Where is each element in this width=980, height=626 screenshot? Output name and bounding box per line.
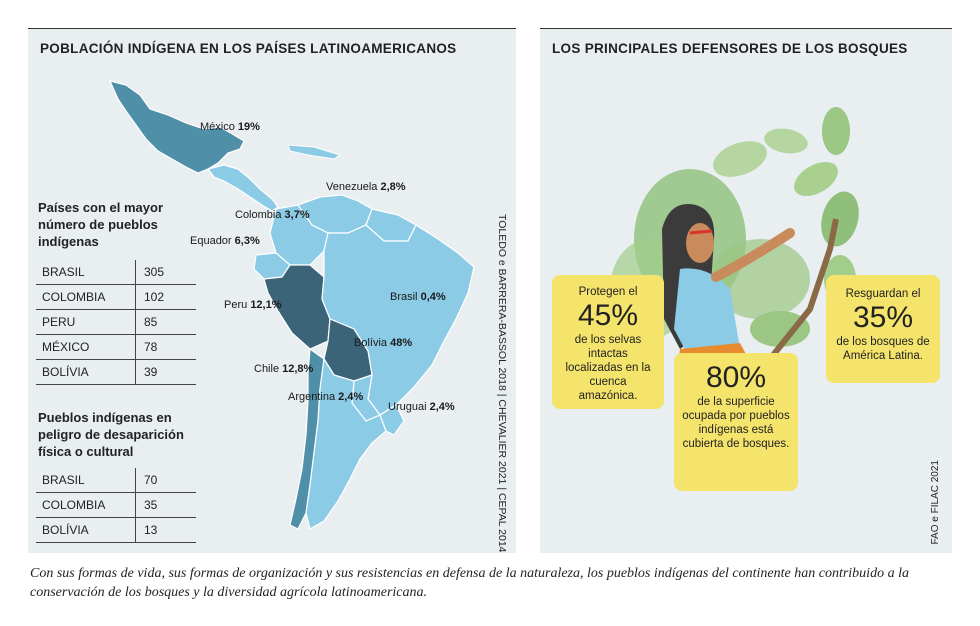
- map-label-bolivia: Bolívia 48%: [354, 337, 413, 349]
- table-cell-value: 35: [135, 492, 196, 518]
- map-label-chile: Chile 12,8%: [254, 363, 314, 375]
- forest-stat-35: Resguardan el 35% de los bosques de Amér…: [826, 275, 940, 383]
- map-label-colombia: Colombia 3,7%: [235, 209, 310, 221]
- table1-title: Países con el mayor número de pueblos in…: [38, 200, 164, 249]
- forest-stat-80: 80% de la superficie ocupada por pueblos…: [674, 353, 798, 491]
- table-cell-name: BOLÍVIA: [36, 517, 136, 543]
- map-label-ecuador: Equador 6,3%: [190, 235, 260, 247]
- table-row: COLOMBIA 102: [36, 284, 196, 310]
- table-row: BRASIL 70: [36, 468, 196, 493]
- stat-post-text: de los selvas intactas localizadas en la…: [565, 334, 651, 402]
- map-label-venezuela: Venezuela 2,8%: [326, 181, 406, 193]
- table-row: BOLÍVIA 13: [36, 517, 196, 543]
- map-label-peru: Peru 12,1%: [224, 299, 282, 311]
- map-caribbean: [287, 144, 342, 160]
- table-row: MÉXICO 78: [36, 334, 196, 360]
- map-label-uruguay: Uruguai 2,4%: [388, 401, 455, 413]
- latin-america-map: [108, 80, 475, 530]
- table-cell-name: PERU: [36, 309, 136, 335]
- table-cell-name: COLOMBIA: [36, 284, 136, 310]
- table-cell-value: 39: [135, 359, 196, 385]
- table-row: BOLÍVIA 39: [36, 359, 196, 385]
- table-cell-name: BRASIL: [36, 468, 136, 493]
- stat-post-text: de la superficie ocupada por pueblos ind…: [682, 396, 790, 450]
- table-cell-value: 13: [135, 517, 196, 543]
- map-colombia: [269, 204, 329, 266]
- table-cell-name: COLOMBIA: [36, 492, 136, 518]
- map-label-brazil: Brasil 0,4%: [390, 291, 446, 303]
- table-cell-value: 85: [135, 309, 196, 335]
- stat-value: 80%: [705, 361, 767, 394]
- right-source-credit: FAO e FILAC 2021: [930, 460, 941, 545]
- stat-value: 35%: [852, 301, 914, 334]
- left-source-credit: TOLEDO e BARRERA-BASSOL 2018 | CHEVALIER…: [496, 214, 508, 553]
- table-cell-value: 102: [135, 284, 196, 310]
- table-cell-name: BRASIL: [36, 260, 136, 285]
- map-central-america: [206, 164, 279, 212]
- endangered-peoples-table: BRASIL 70 COLOMBIA 35 BOLÍVIA 13: [36, 468, 196, 543]
- map-label-argentina: Argentina 2,4%: [288, 391, 364, 403]
- forest-defenders-panel: LOS PRINCIPALES DEFENSORES DE LOS BOSQUE…: [540, 28, 952, 553]
- table-row: COLOMBIA 35: [36, 492, 196, 518]
- table2-title: Pueblos indígenas en peligro de desapari…: [38, 410, 184, 459]
- stat-pre-text: Resguardan el: [845, 288, 921, 300]
- stat-value: 45%: [577, 299, 639, 332]
- indigenous-population-panel: POBLACIÓN INDÍGENA EN LOS PAÍSES LATINOA…: [28, 28, 516, 553]
- table-cell-name: MÉXICO: [36, 334, 136, 360]
- indigenous-peoples-count-table: BRASIL 305 COLOMBIA 102 PERU 85 MÉXICO 78 BO…: [36, 260, 196, 385]
- stat-post-text: de los bosques de América Latina.: [836, 336, 930, 362]
- table-row: PERU 85: [36, 309, 196, 335]
- map-mexico: [108, 80, 245, 174]
- map-label-mexico: México 19%: [200, 121, 260, 133]
- map-argentina: [305, 357, 387, 530]
- table-cell-value: 305: [135, 260, 196, 285]
- forest-stat-45: Protegen el 45% de los selvas intactas l…: [552, 275, 664, 409]
- table-cell-value: 78: [135, 334, 196, 360]
- table-row: BRASIL 305: [36, 260, 196, 285]
- left-panel-title: POBLACIÓN INDÍGENA EN LOS PAÍSES LATINOA…: [40, 41, 457, 56]
- map-uruguay: [379, 404, 405, 436]
- right-panel-title: LOS PRINCIPALES DEFENSORES DE LOS BOSQUE…: [552, 41, 908, 56]
- stat-pre-text: Protegen el: [578, 286, 638, 298]
- table-cell-value: 70: [135, 468, 196, 493]
- figure-caption: Con sus formas de vida, sus formas de or…: [30, 566, 909, 600]
- table-cell-name: BOLÍVIA: [36, 359, 136, 385]
